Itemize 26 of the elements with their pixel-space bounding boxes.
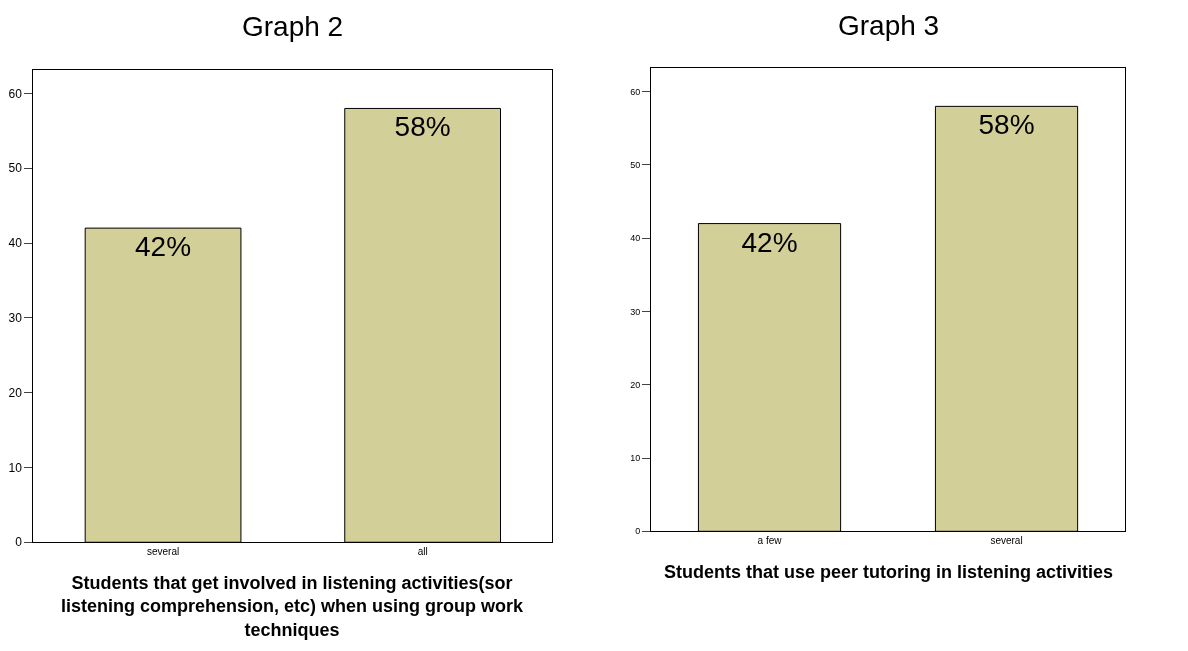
data-label: 42% [741,226,798,258]
y-tick-label: 10 [8,460,23,475]
y-tick-label: 50 [630,160,641,171]
data-label: 42% [135,231,192,263]
x-axis-title: Students that get involved in listening activities(sor listening comprehension, etc) when using group work techniques [61,573,525,640]
chart-title: Graph 3 [838,10,940,41]
data-label: 58% [394,111,451,143]
y-tick-label: 0 [15,535,23,550]
y-tick-label: 50 [8,161,23,176]
x-axis-title: Students that use peer tutoring in listening activities [664,562,1114,582]
y-tick-label: 40 [8,236,23,251]
x-tick-label: several [990,535,1023,547]
y-tick-label: 60 [630,86,641,97]
y-tick-label: 10 [630,453,641,464]
x-tick-label: several [146,546,180,558]
data-label: 58% [978,109,1035,141]
y-tick-label: 40 [630,233,641,244]
chart-title: Graph 2 [242,11,344,42]
x-tick-label: a few [757,535,783,547]
y-tick-label: 20 [8,385,23,400]
y-tick-label: 30 [8,311,23,326]
y-tick-label: 20 [630,379,641,390]
y-tick-label: 0 [635,526,641,537]
y-tick-label: 60 [8,86,23,101]
x-tick-label: all [417,546,428,558]
y-tick-label: 30 [630,306,641,317]
